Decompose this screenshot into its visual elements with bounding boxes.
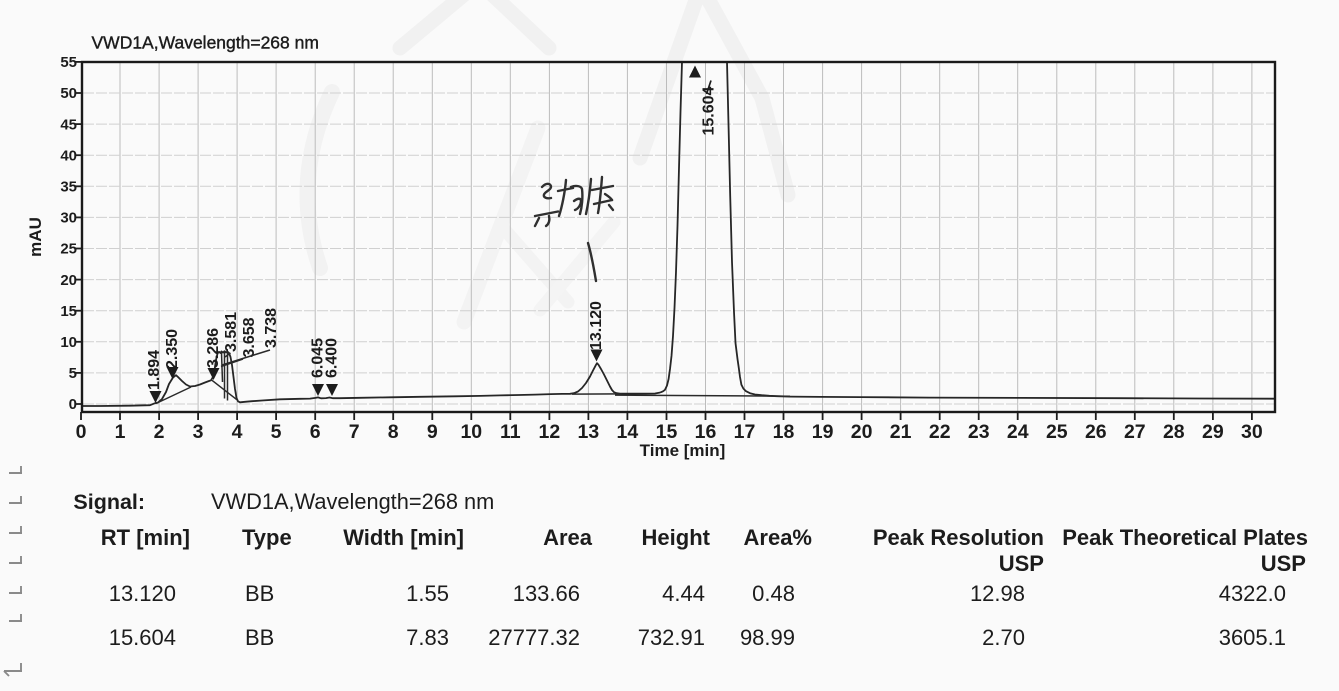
svg-text:25: 25: [1046, 421, 1068, 443]
svg-text:133.66: 133.66: [513, 581, 580, 606]
svg-text:98.99: 98.99: [740, 625, 795, 650]
svg-text:12: 12: [539, 421, 561, 443]
svg-text:23: 23: [968, 421, 990, 443]
svg-text:4.44: 4.44: [662, 581, 705, 606]
svg-text:3: 3: [193, 421, 204, 443]
svg-text:16: 16: [695, 421, 717, 443]
svg-text:12.98: 12.98: [970, 581, 1025, 606]
svg-text:Signal:: Signal:: [73, 490, 145, 514]
svg-text:30: 30: [1241, 421, 1263, 443]
svg-text:55: 55: [60, 54, 77, 71]
svg-text:17: 17: [734, 421, 756, 443]
svg-text:15.604: 15.604: [109, 625, 176, 650]
svg-text:Width [min]: Width [min]: [343, 525, 464, 550]
svg-text:15: 15: [60, 303, 77, 320]
svg-text:VWD1A,Wavelength=268 nm: VWD1A,Wavelength=268 nm: [211, 489, 494, 514]
svg-text:Height: Height: [642, 525, 711, 550]
svg-text:2: 2: [154, 421, 165, 443]
svg-text:USP: USP: [999, 551, 1044, 576]
svg-text:40: 40: [60, 147, 77, 164]
svg-text:27: 27: [1124, 421, 1146, 443]
svg-text:21: 21: [890, 421, 912, 443]
svg-text:6: 6: [310, 421, 321, 443]
svg-text:13: 13: [578, 421, 600, 443]
svg-text:35: 35: [60, 179, 77, 196]
svg-text:3.738: 3.738: [263, 308, 280, 348]
svg-text:29: 29: [1202, 421, 1224, 443]
svg-text:5: 5: [69, 365, 77, 382]
svg-text:3.286: 3.286: [205, 328, 222, 368]
svg-text:0: 0: [69, 396, 77, 413]
svg-text:30: 30: [60, 210, 77, 227]
svg-text:4: 4: [232, 421, 243, 443]
svg-text:18: 18: [773, 421, 795, 443]
svg-text:20: 20: [851, 421, 873, 443]
svg-text:24: 24: [1007, 421, 1029, 443]
svg-text:1.894: 1.894: [146, 350, 163, 390]
svg-text:11: 11: [500, 421, 521, 443]
svg-text:3605.1: 3605.1: [1219, 625, 1286, 650]
svg-text:5: 5: [271, 421, 282, 443]
svg-text:6.400: 6.400: [324, 338, 341, 378]
svg-text:Area%: Area%: [744, 525, 812, 550]
svg-text:19: 19: [812, 421, 834, 443]
svg-text:22: 22: [929, 421, 951, 443]
svg-text:RT [min]: RT [min]: [101, 525, 190, 550]
svg-text:20: 20: [60, 272, 77, 289]
svg-text:3.658: 3.658: [241, 317, 258, 357]
svg-text:Type: Type: [242, 525, 292, 550]
svg-text:25: 25: [60, 241, 77, 258]
svg-text:50: 50: [60, 85, 77, 102]
svg-text:10: 10: [60, 334, 77, 351]
svg-text:8: 8: [388, 421, 399, 443]
svg-text:7: 7: [349, 421, 360, 443]
svg-text:USP: USP: [1261, 551, 1306, 576]
svg-text:Area: Area: [543, 525, 593, 550]
svg-text:3.581: 3.581: [223, 312, 240, 352]
svg-text:Time [min]: Time [min]: [640, 441, 726, 460]
svg-text:1: 1: [115, 421, 126, 443]
svg-text:732.91: 732.91: [638, 625, 705, 650]
svg-text:BB: BB: [245, 625, 274, 650]
svg-text:2.350: 2.350: [164, 329, 181, 369]
svg-text:10: 10: [460, 421, 482, 443]
svg-text:15.604: 15.604: [701, 86, 718, 135]
svg-text:2.70: 2.70: [982, 625, 1025, 650]
svg-text:Peak Resolution: Peak Resolution: [873, 525, 1044, 550]
svg-text:mAU: mAU: [26, 217, 45, 257]
svg-text:7.83: 7.83: [406, 625, 449, 650]
svg-text:1.55: 1.55: [406, 581, 449, 606]
svg-text:6.045: 6.045: [310, 338, 327, 378]
svg-text:26: 26: [1085, 421, 1107, 443]
svg-text:9: 9: [427, 421, 438, 443]
svg-text:13.120: 13.120: [588, 301, 605, 350]
svg-text:0: 0: [76, 421, 87, 443]
svg-text:13.120: 13.120: [109, 581, 176, 606]
svg-text:VWD1A,Wavelength=268 nm: VWD1A,Wavelength=268 nm: [92, 33, 319, 53]
svg-text:45: 45: [60, 116, 77, 133]
svg-text:Peak Theoretical Plates: Peak Theoretical Plates: [1062, 525, 1308, 550]
svg-text:27777.32: 27777.32: [488, 625, 580, 650]
svg-text:15: 15: [656, 421, 678, 443]
svg-text:4322.0: 4322.0: [1219, 581, 1286, 606]
svg-text:BB: BB: [245, 581, 274, 606]
svg-text:14: 14: [617, 421, 639, 443]
svg-text:28: 28: [1163, 421, 1185, 443]
svg-text:0.48: 0.48: [752, 581, 795, 606]
